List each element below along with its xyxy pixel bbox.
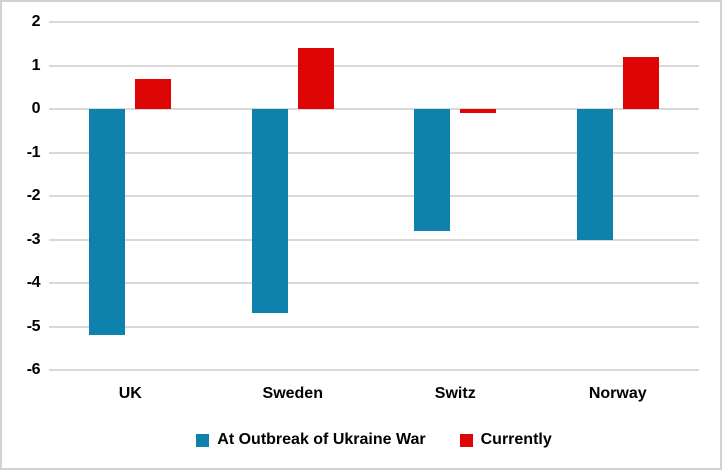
bar-outbreak-uk (89, 109, 126, 336)
legend-swatch-icon (459, 433, 473, 447)
category-label-norway: Norway (588, 385, 647, 402)
category-label-switz: Switz (434, 385, 476, 402)
y-tick-label: -1 (26, 143, 41, 161)
y-tick-label: -6 (26, 361, 41, 378)
gridline (49, 21, 699, 23)
legend-swatch-icon (196, 433, 210, 447)
gridline (49, 238, 699, 241)
bar-currently-uk (135, 78, 172, 109)
bar-outbreak-sweden (251, 109, 288, 314)
y-tick-label: -2 (26, 187, 41, 204)
gridline (49, 369, 699, 371)
y-tick-label: -5 (26, 317, 41, 335)
gridline (49, 108, 699, 110)
bar-outbreak-switz (414, 109, 451, 231)
category-label-uk: UK (118, 385, 142, 402)
legend-label: Currently (480, 431, 552, 448)
legend-item-currently: Currently (459, 431, 552, 449)
gridline (49, 195, 699, 197)
bar-currently-norway (622, 56, 659, 109)
y-tick-label: -4 (26, 274, 41, 291)
category-label-sweden: Sweden (262, 385, 323, 402)
bar-currently-switz (460, 109, 497, 114)
gridline (49, 325, 699, 328)
legend-label: At Outbreak of Ukraine War (217, 431, 426, 448)
y-tick-label: -3 (26, 230, 41, 248)
y-tick-label: 2 (31, 13, 41, 30)
legend-item-outbreak: At Outbreak of Ukraine War (196, 431, 426, 449)
gridline (49, 64, 699, 67)
bar-outbreak-norway (576, 109, 613, 240)
y-tick-label: 1 (31, 56, 41, 74)
y-tick-label: 0 (31, 100, 41, 117)
gridline (49, 151, 699, 154)
legend: At Outbreak of Ukraine War Currently (49, 431, 699, 449)
gridline (49, 282, 699, 284)
bar-currently-sweden (297, 48, 334, 109)
